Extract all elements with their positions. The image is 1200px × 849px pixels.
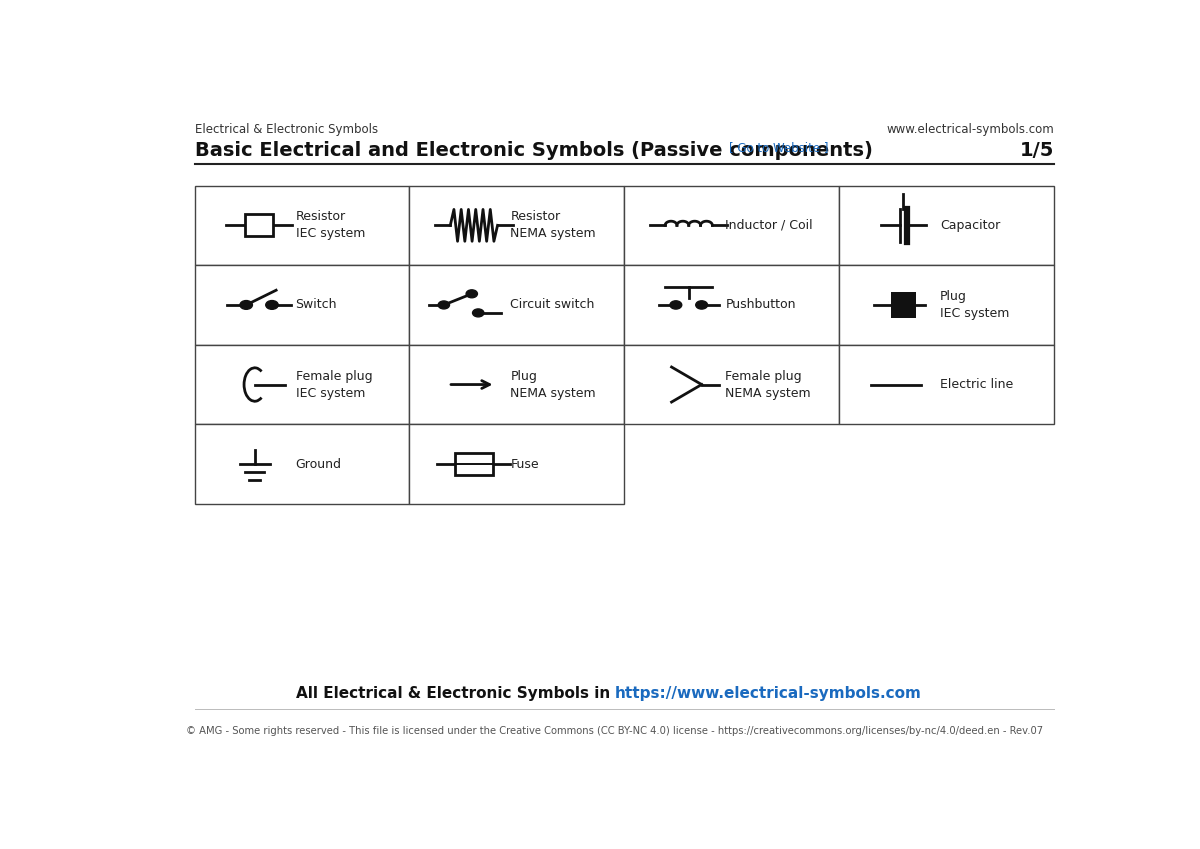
Text: Electrical & Electronic Symbols: Electrical & Electronic Symbols: [194, 123, 378, 136]
Bar: [624, 186, 839, 265]
Text: Female plug
NEMA system: Female plug NEMA system: [725, 369, 811, 400]
Bar: [455, 453, 493, 475]
Bar: [890, 292, 917, 318]
Text: Switch: Switch: [295, 299, 337, 312]
Text: Electric line: Electric line: [940, 378, 1013, 391]
Text: Female plug
IEC system: Female plug IEC system: [295, 369, 372, 400]
Circle shape: [696, 301, 708, 309]
Circle shape: [466, 290, 478, 298]
Bar: [409, 186, 624, 265]
Bar: [624, 265, 839, 345]
Bar: [409, 265, 624, 345]
Text: Circuit switch: Circuit switch: [510, 299, 595, 312]
Bar: [839, 265, 1054, 345]
Text: https://www.electrical-symbols.com: https://www.electrical-symbols.com: [616, 686, 922, 701]
Circle shape: [265, 301, 278, 309]
Text: 1/5: 1/5: [1020, 141, 1054, 160]
Text: Pushbutton: Pushbutton: [725, 299, 796, 312]
Text: Plug
NEMA system: Plug NEMA system: [510, 369, 596, 400]
Bar: [194, 186, 409, 265]
Text: [ Go to Website ]: [ Go to Website ]: [730, 141, 829, 155]
Text: Ground: Ground: [295, 458, 342, 470]
Bar: [624, 345, 839, 424]
Text: Fuse: Fuse: [510, 458, 539, 470]
Bar: [194, 345, 409, 424]
Text: © AMG - Some rights reserved - This file is licensed under the Creative Commons : © AMG - Some rights reserved - This file…: [186, 726, 1044, 736]
Bar: [839, 345, 1054, 424]
Text: www.electrical-symbols.com: www.electrical-symbols.com: [887, 123, 1054, 136]
Text: Resistor
IEC system: Resistor IEC system: [295, 211, 365, 240]
Bar: [409, 424, 624, 504]
Circle shape: [438, 301, 450, 309]
Bar: [839, 186, 1054, 265]
Text: Resistor
NEMA system: Resistor NEMA system: [510, 211, 596, 240]
Circle shape: [670, 301, 682, 309]
Bar: [409, 345, 624, 424]
Bar: [245, 214, 274, 237]
Circle shape: [473, 309, 484, 317]
Circle shape: [240, 301, 252, 309]
Text: Inductor / Coil: Inductor / Coil: [725, 219, 812, 232]
Text: Capacitor: Capacitor: [940, 219, 1001, 232]
Text: Basic Electrical and Electronic Symbols (Passive components): Basic Electrical and Electronic Symbols …: [194, 141, 872, 160]
Bar: [194, 424, 409, 504]
Bar: [194, 265, 409, 345]
Text: Plug
IEC system: Plug IEC system: [940, 290, 1009, 320]
Text: All Electrical & Electronic Symbols in: All Electrical & Electronic Symbols in: [295, 686, 616, 701]
